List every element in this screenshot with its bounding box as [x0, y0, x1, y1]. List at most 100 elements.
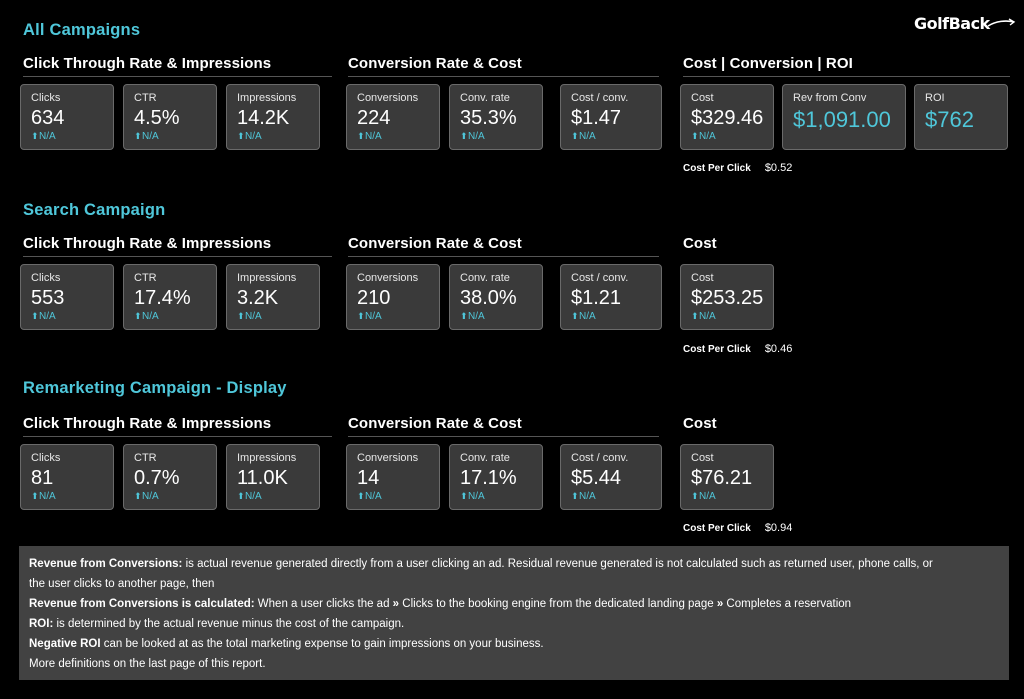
- metric-value: 35.3%: [460, 107, 517, 129]
- metric-value: 14: [357, 467, 380, 489]
- metric-label: Cost / conv.: [571, 452, 629, 464]
- metric-change: ⬆N/A: [31, 491, 56, 502]
- metric-change: ⬆N/A: [237, 131, 262, 142]
- metric-value: 17.4%: [134, 287, 191, 309]
- metric-value: 634: [31, 107, 65, 129]
- arrow-up-icon: ⬆: [691, 131, 699, 141]
- group-title-conversion-cost: Conversion Rate & Cost: [348, 55, 659, 77]
- metric-label: Clicks: [31, 272, 61, 284]
- logo-swoosh-icon: [987, 18, 1016, 27]
- metric-card-conversions: Conversions 224 ⬆N/A: [346, 84, 440, 150]
- group-title-ctr-impressions: Click Through Rate & Impressions: [23, 235, 332, 257]
- metric-change: ⬆N/A: [691, 131, 716, 142]
- metric-label: Conv. rate: [460, 272, 510, 284]
- metric-label: Conv. rate: [460, 92, 510, 104]
- metric-value: $253.25: [691, 287, 764, 309]
- metric-label: Cost: [691, 92, 714, 104]
- metric-label: Impressions: [237, 92, 297, 104]
- section-title-search-campaign: Search Campaign: [23, 201, 166, 219]
- note-roi: ROI: is determined by the actual revenue…: [29, 618, 405, 630]
- group-title-cost: Cost: [683, 235, 717, 252]
- metric-card-cost-per-conv: Cost / conv. $5.44 ⬆N/A: [560, 444, 662, 510]
- metric-card-conversions: Conversions 210 ⬆N/A: [346, 264, 440, 330]
- arrow-up-icon: ⬆: [691, 491, 699, 501]
- metric-label: CTR: [134, 272, 157, 284]
- definitions-notes: Revenue from Conversions: is actual reve…: [19, 546, 1009, 680]
- arrow-up-icon: ⬆: [460, 131, 468, 141]
- cost-per-click-value: $0.46: [764, 343, 793, 355]
- metric-change: ⬆N/A: [31, 311, 56, 322]
- metric-label: Clicks: [31, 92, 61, 104]
- cost-per-click-label: Cost Per Click: [683, 163, 751, 174]
- metric-change: ⬆N/A: [460, 491, 485, 502]
- metric-change: ⬆N/A: [134, 131, 159, 142]
- metric-change: ⬆N/A: [134, 311, 159, 322]
- metric-label: Conversions: [357, 92, 419, 104]
- arrow-up-icon: ⬆: [460, 311, 468, 321]
- arrow-up-icon: ⬆: [134, 311, 142, 321]
- metric-card-impressions: Impressions 3.2K ⬆N/A: [226, 264, 320, 330]
- arrow-up-icon: ⬆: [571, 131, 579, 141]
- metric-value: $76.21: [691, 467, 753, 489]
- cost-per-click-label: Cost Per Click: [683, 344, 751, 355]
- arrow-up-icon: ⬆: [237, 311, 245, 321]
- group-title-conversion-cost: Conversion Rate & Cost: [348, 415, 659, 437]
- metric-change: ⬆N/A: [237, 311, 262, 322]
- arrow-up-icon: ⬆: [691, 311, 699, 321]
- logo-text: GolfBack: [914, 14, 990, 33]
- metric-value: $5.44: [571, 467, 622, 489]
- metric-value: 0.7%: [134, 467, 180, 489]
- metric-label: Conv. rate: [460, 452, 510, 464]
- arrow-up-icon: ⬆: [571, 491, 579, 501]
- metric-card-impressions: Impressions 11.0K ⬆N/A: [226, 444, 320, 510]
- cost-per-click: Cost Per Click $0.52: [683, 162, 792, 174]
- metric-card-cost-per-conv: Cost / conv. $1.47 ⬆N/A: [560, 84, 662, 150]
- metric-card-conv-rate: Conv. rate 17.1% ⬆N/A: [449, 444, 543, 510]
- arrow-up-icon: ⬆: [571, 311, 579, 321]
- note-revenue-calculated: Revenue from Conversions is calculated: …: [29, 598, 852, 610]
- arrow-up-icon: ⬆: [31, 491, 39, 501]
- metric-card-conversions: Conversions 14 ⬆N/A: [346, 444, 440, 510]
- metric-change: ⬆N/A: [460, 311, 485, 322]
- metric-card-cost: Cost $76.21 ⬆N/A: [680, 444, 774, 510]
- metric-card-conv-rate: Conv. rate 38.0% ⬆N/A: [449, 264, 543, 330]
- metric-value: 14.2K: [237, 107, 290, 129]
- note-more-definitions: More definitions on the last page of thi…: [29, 658, 266, 670]
- arrow-up-icon: ⬆: [237, 491, 245, 501]
- metric-card-roi: ROI $762: [914, 84, 1008, 150]
- metric-value: 81: [31, 467, 54, 489]
- group-title-ctr-impressions: Click Through Rate & Impressions: [23, 415, 332, 437]
- metric-label: Cost / conv.: [571, 92, 629, 104]
- cost-per-click: Cost Per Click $0.94: [683, 522, 792, 534]
- metric-value: 3.2K: [237, 287, 279, 309]
- metric-card-conv-rate: Conv. rate 35.3% ⬆N/A: [449, 84, 543, 150]
- metric-value: $762: [925, 107, 974, 132]
- metric-value: $1.47: [571, 107, 622, 129]
- metric-value: 4.5%: [134, 107, 180, 129]
- golfback-logo: GolfBack: [914, 14, 1016, 33]
- metric-card-clicks: Clicks 634 ⬆N/A: [20, 84, 114, 150]
- arrow-up-icon: ⬆: [134, 491, 142, 501]
- arrow-up-icon: ⬆: [460, 491, 468, 501]
- metric-value: 224: [357, 107, 391, 129]
- group-title-conversion-cost: Conversion Rate & Cost: [348, 235, 659, 257]
- metric-label: Impressions: [237, 452, 297, 464]
- note-revenue-from-conversions: Revenue from Conversions: is actual reve…: [29, 558, 933, 570]
- metric-card-cost: Cost $253.25 ⬆N/A: [680, 264, 774, 330]
- metric-change: ⬆N/A: [571, 131, 596, 142]
- metric-value: $329.46: [691, 107, 764, 129]
- metric-label: Conversions: [357, 452, 419, 464]
- group-title-cost-conversion-roi: Cost | Conversion | ROI: [683, 55, 1010, 77]
- metric-card-ctr: CTR 17.4% ⬆N/A: [123, 264, 217, 330]
- note-revenue-from-conversions-cont: the user clicks to another page, then: [29, 578, 215, 590]
- arrow-up-icon: ⬆: [357, 131, 365, 141]
- metric-change: ⬆N/A: [460, 131, 485, 142]
- metric-value: 553: [31, 287, 65, 309]
- metric-card-clicks: Clicks 553 ⬆N/A: [20, 264, 114, 330]
- metric-change: ⬆N/A: [357, 311, 382, 322]
- metric-label: Cost: [691, 272, 714, 284]
- group-title-ctr-impressions: Click Through Rate & Impressions: [23, 55, 332, 77]
- metric-label: Clicks: [31, 452, 61, 464]
- metric-label: Conversions: [357, 272, 419, 284]
- arrow-up-icon: ⬆: [134, 131, 142, 141]
